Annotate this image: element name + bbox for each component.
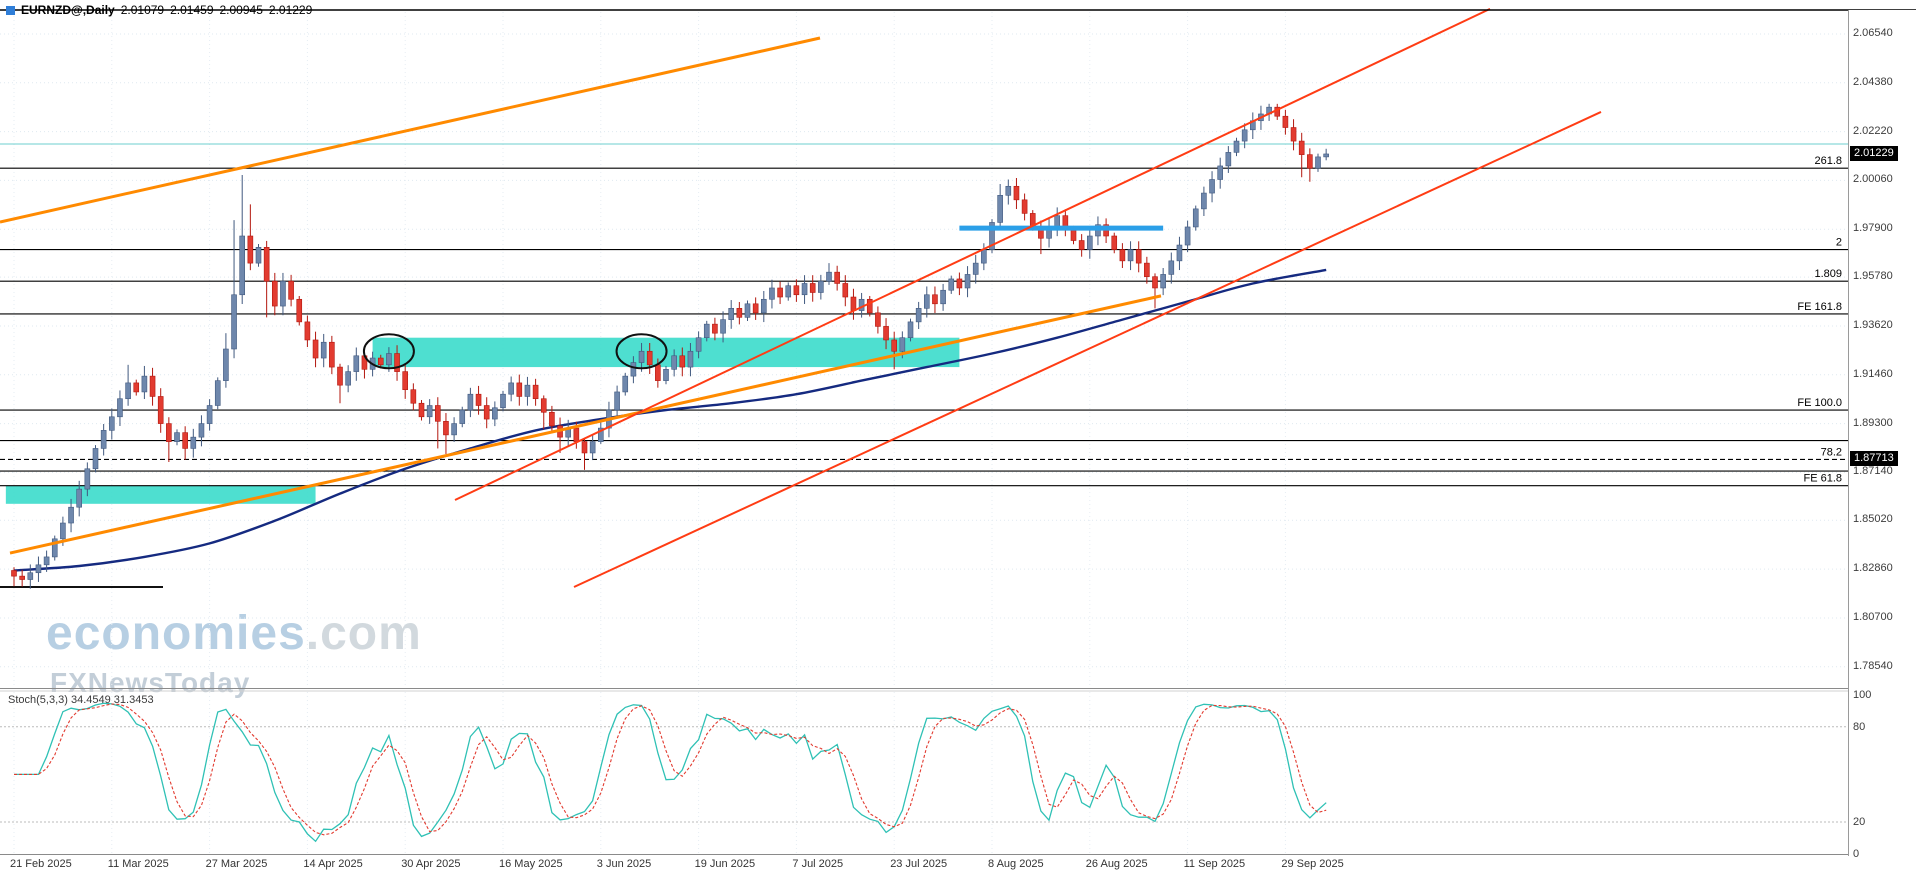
red-channel-upper[interactable] (454, 7, 1491, 501)
level-label: FE 161.8 (1797, 301, 1842, 313)
price-axis-label: 1.91460 (1853, 367, 1893, 380)
watermark-subtitle: FXNewsToday (50, 667, 251, 698)
stochastic-indicator-label: Stoch(5,3,3) 34.4549 31.3453 (8, 694, 154, 706)
price-chart-canvas[interactable]: 261.8 2 1.809 FE 161.8 FE 100.0 78.2 FE 61.8 (0, 0, 1916, 690)
grid (0, 12, 1848, 687)
symbol-timeframe: EURNZD@,Daily (21, 3, 115, 17)
price-axis-label: 1.80700 (1853, 610, 1893, 623)
stochastic-panel-canvas[interactable] (0, 690, 1916, 856)
stoch-d-line (14, 703, 1327, 836)
horizontal-levels[interactable]: 261.8 2 1.809 FE 161.8 FE 100.0 78.2 FE 61.8 (0, 155, 1848, 487)
price-axis-label: 1.95780 (1853, 270, 1893, 283)
price-tag: 1.87713 (1850, 451, 1898, 467)
watermark-brand-name: economies (46, 607, 306, 660)
time-axis-label: 3 Jun 2025 (596, 858, 652, 870)
support-zone-lower[interactable] (5, 485, 316, 504)
watermark-brand: economies.com (46, 606, 422, 661)
time-axis-label: 16 May 2025 (499, 858, 563, 870)
time-axis-label: 30 Apr 2025 (401, 858, 461, 870)
price-tag: 2.01229 (1850, 145, 1898, 161)
orange-channel-lower[interactable] (9, 294, 1162, 555)
highlight-ellipse-1[interactable] (362, 333, 415, 370)
level-label: FE 100.0 (1797, 397, 1842, 409)
time-axis[interactable]: 21 Feb 2025 11 Mar 2025 27 Mar 2025 14 Apr … (0, 856, 1848, 874)
red-channel-lower[interactable] (573, 111, 1602, 588)
price-axis-label: 2.02220 (1853, 124, 1893, 137)
time-axis-label: 8 Aug 2025 (988, 858, 1044, 870)
time-axis-label: 14 Apr 2025 (303, 858, 363, 870)
candles-layer[interactable] (11, 103, 1329, 589)
price-axis-label: 1.85020 (1853, 513, 1893, 526)
price-axis-label: 1.97900 (1853, 222, 1893, 235)
time-axis-label: 23 Jul 2025 (890, 858, 948, 870)
level-label: 78.2 (1821, 446, 1842, 458)
quote-low: 2.00945 (219, 3, 263, 17)
highlight-ellipse-2[interactable] (615, 333, 668, 370)
price-axis-label: 2.04380 (1853, 75, 1893, 88)
watermark-brand-suffix: .com (305, 607, 422, 660)
price-axis-label: 2.00060 (1853, 173, 1893, 186)
stoch-axis-label: 80 (1853, 720, 1866, 733)
quote-open: 2.01079 (120, 3, 165, 17)
price-axis-label: 2.06540 (1853, 26, 1893, 39)
time-axis-label: 26 Aug 2025 (1085, 858, 1148, 870)
stoch-axis-label: 100 (1853, 689, 1872, 701)
moving-average-line[interactable] (13, 268, 1327, 572)
price-axis-label: 1.82860 (1853, 562, 1893, 575)
level-label: 1.809 (1814, 268, 1842, 280)
time-axis-label: 19 Jun 2025 (694, 858, 756, 870)
support-zones[interactable] (5, 337, 960, 504)
chart-icon (6, 5, 15, 15)
level-label: 261.8 (1814, 155, 1842, 167)
chart-title: EURNZD@,Daily 2.01079 2.01459 2.00945 2.… (6, 3, 312, 17)
time-axis-label: 11 Mar 2025 (107, 858, 169, 870)
stoch-axis-label: 0 (1853, 847, 1860, 860)
price-axis-label: 1.93620 (1853, 318, 1893, 331)
time-axis-label: 21 Feb 2025 (10, 858, 72, 870)
stoch-k-line (14, 702, 1327, 843)
level-label: FE 61.8 (1803, 473, 1842, 485)
time-axis-label: 29 Sep 2025 (1281, 858, 1344, 870)
price-axis-label: 1.87140 (1853, 465, 1893, 478)
price-axis-label: 1.78540 (1853, 659, 1893, 672)
stoch-grid (13, 692, 1286, 853)
time-axis-label: 27 Mar 2025 (205, 858, 268, 870)
time-axis-label: 11 Sep 2025 (1183, 858, 1246, 870)
price-axis[interactable]: 2.06540 2.04380 2.02220 2.00060 1.97900 1.957… (1848, 10, 1916, 860)
watermark: economies.com FXNewsToday (46, 606, 422, 699)
orange-channel-upper[interactable] (0, 36, 821, 224)
trend-lines[interactable] (0, 7, 1602, 588)
level-label: 2 (1836, 237, 1842, 249)
stoch-axis-label: 20 (1853, 816, 1866, 828)
quote-high: 2.01459 (170, 3, 214, 17)
time-axis-label: 7 Jul 2025 (792, 858, 844, 870)
quote-close: 2.01229 (268, 3, 313, 17)
price-axis-label: 1.89300 (1853, 416, 1893, 429)
